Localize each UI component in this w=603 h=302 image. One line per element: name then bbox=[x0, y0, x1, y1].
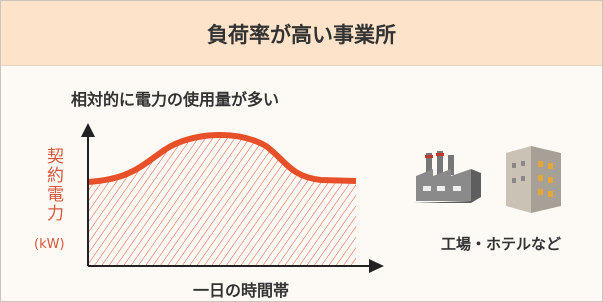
subtitle: 相対的に電力の使用量が多い bbox=[71, 86, 279, 110]
hotel-icon bbox=[506, 146, 561, 213]
y-axis-label: 契約電力 bbox=[41, 147, 66, 223]
diagram bbox=[1, 1, 602, 301]
caption: 工場・ホテルなど bbox=[421, 233, 581, 254]
usage-area bbox=[88, 135, 356, 266]
y-arrow bbox=[81, 123, 95, 137]
page: 負荷率が高い事業所 bbox=[0, 0, 603, 302]
y-axis-unit: (kW) bbox=[34, 237, 65, 252]
factory-icon bbox=[413, 151, 481, 203]
x-arrow bbox=[369, 259, 384, 273]
x-axis-label: 一日の時間帯 bbox=[161, 277, 321, 301]
